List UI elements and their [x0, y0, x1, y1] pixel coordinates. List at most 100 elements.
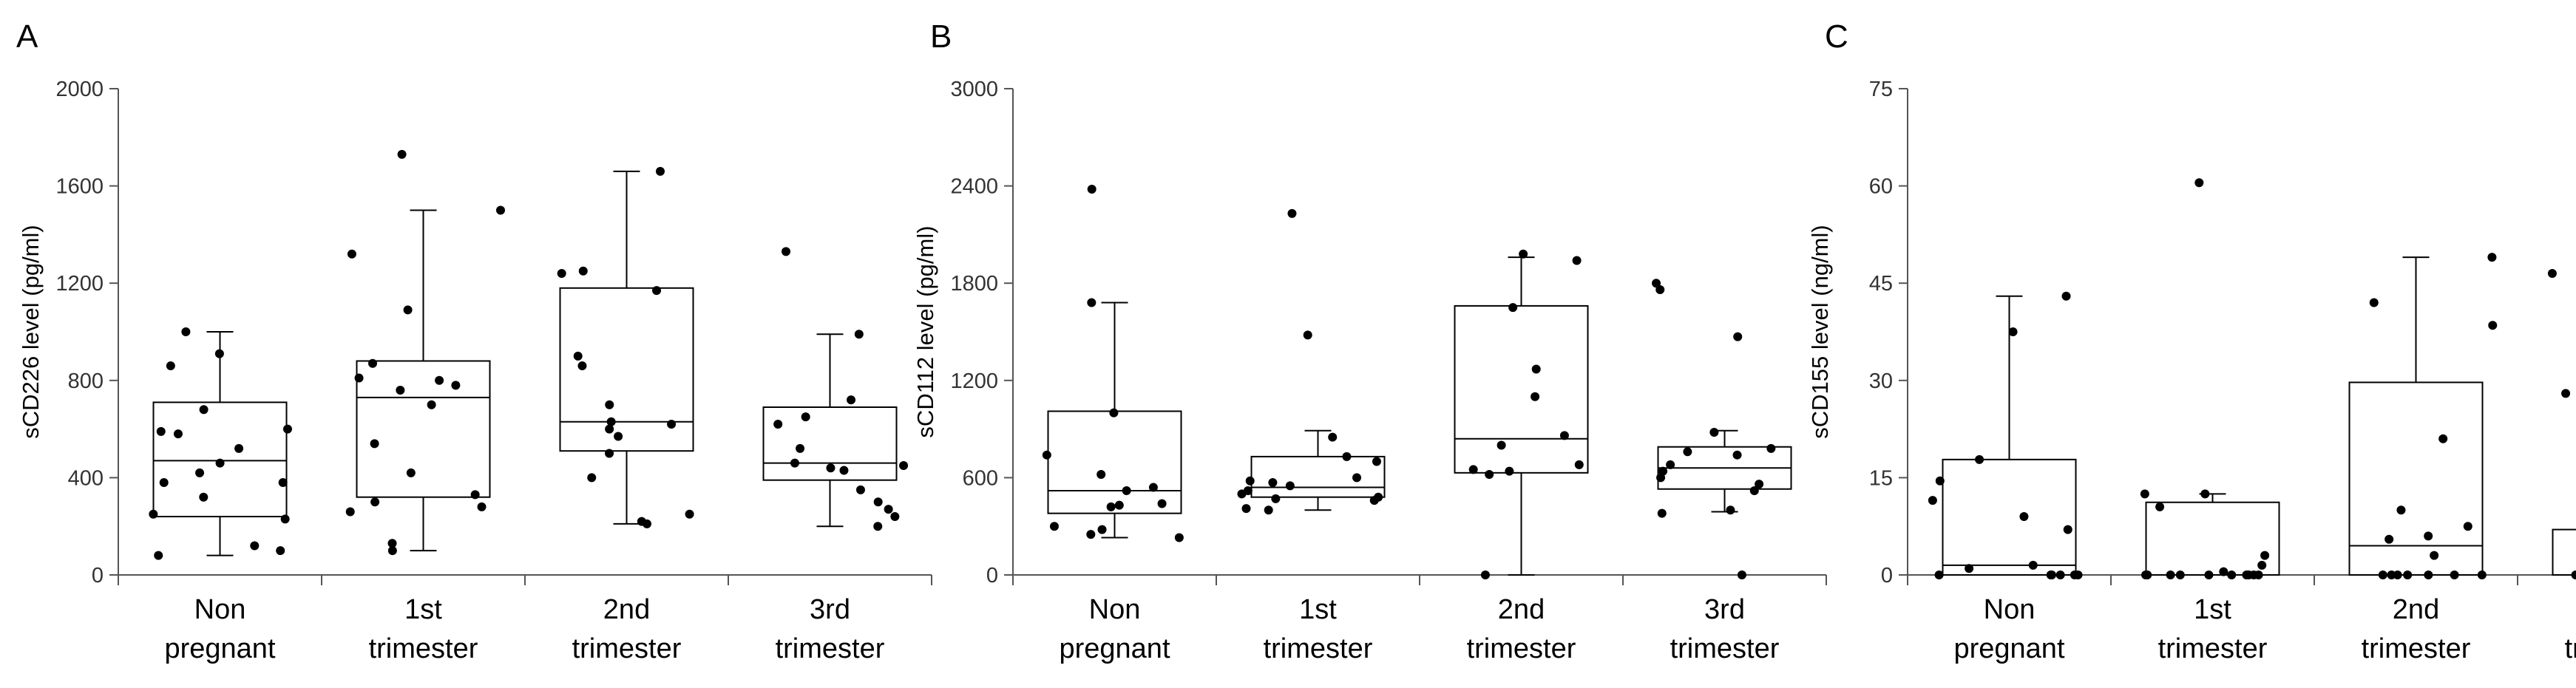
data-point [370, 497, 380, 507]
category-label: pregnant [1059, 633, 1170, 664]
data-point [2387, 571, 2396, 579]
y-axis-title: sCD112 level (pg/ml) [912, 225, 938, 437]
data-point [1109, 408, 1119, 418]
data-point [1928, 496, 1937, 505]
data-point [435, 375, 444, 385]
data-point [2166, 571, 2175, 579]
y-tick-label: 0 [92, 564, 104, 587]
data-point [782, 247, 791, 256]
panel-letter: B [930, 18, 952, 55]
y-tick-label: 1200 [55, 272, 104, 296]
data-point [154, 551, 163, 560]
data-point [2561, 389, 2571, 398]
data-point [2242, 571, 2251, 579]
category-label: trimester [1670, 633, 1780, 664]
data-point [368, 358, 378, 368]
data-point [1157, 499, 1167, 508]
data-point [199, 492, 209, 502]
category-label: 3rd [1704, 594, 1745, 625]
y-tick-label: 0 [986, 564, 998, 587]
data-point [637, 517, 646, 526]
data-point [2430, 551, 2439, 560]
chart-panel-b: B 0 600 1200 1800 2400 3000 sCD112 level (pg/ml… [912, 18, 1827, 664]
data-point [1268, 477, 1278, 487]
data-point [796, 443, 805, 453]
data-point [2019, 512, 2029, 522]
data-point [1049, 522, 1059, 531]
category-label: 2nd [2393, 594, 2439, 625]
data-point [2571, 571, 2576, 579]
data-point [1114, 500, 1124, 510]
data-point [2219, 567, 2228, 576]
data-point [2385, 534, 2394, 544]
data-point [1287, 208, 1297, 218]
data-point [847, 395, 856, 405]
category-label: 1st [1299, 594, 1337, 625]
data-point [280, 514, 290, 524]
data-point [282, 424, 292, 434]
category-label: trimester [2565, 633, 2576, 664]
data-point [2194, 178, 2204, 188]
data-point [195, 468, 205, 477]
data-point [1485, 470, 1494, 480]
data-point [2070, 571, 2079, 579]
data-point [2424, 531, 2433, 541]
data-point [890, 512, 900, 522]
data-point [1497, 440, 1506, 450]
data-point [1574, 460, 1584, 469]
data-point [173, 429, 183, 439]
data-point [1658, 466, 1668, 476]
data-point [685, 509, 694, 519]
data-point [1374, 492, 1383, 502]
data-point [2477, 571, 2487, 579]
box-iqr [356, 360, 491, 498]
data-point [276, 546, 285, 556]
data-point [605, 449, 614, 458]
data-point [166, 361, 175, 371]
y-tick-label: 60 [1869, 175, 1893, 199]
data-point [396, 385, 405, 395]
data-point [839, 466, 849, 475]
data-point [1303, 330, 1312, 340]
data-point [2369, 298, 2379, 307]
data-point [1352, 473, 1362, 483]
data-point [1683, 447, 1692, 457]
data-point [215, 458, 225, 468]
y-tick-label: 800 [68, 369, 104, 393]
data-point [2155, 502, 2165, 511]
data-point [1726, 505, 1735, 515]
data-point [1243, 486, 1253, 495]
category-label: pregnant [1953, 633, 2064, 664]
data-point [2488, 321, 2498, 330]
data-point [1935, 476, 1945, 486]
data-point [1965, 564, 1974, 573]
data-point [2260, 551, 2270, 560]
data-point [655, 166, 665, 176]
data-point [1174, 533, 1184, 542]
data-point [1087, 298, 1097, 307]
data-point [1655, 285, 1665, 294]
category-label: 1st [404, 594, 442, 625]
category-label: pregnant [164, 633, 275, 664]
data-point [1480, 571, 1490, 579]
data-point [2008, 327, 2018, 336]
data-point [470, 490, 480, 500]
data-point [1709, 427, 1719, 437]
data-point [652, 286, 662, 296]
data-point [2438, 434, 2448, 443]
data-point [1372, 457, 1381, 466]
data-point [587, 473, 597, 483]
category-label: Non [1984, 594, 2036, 625]
y-axis-title: sCD226 level (pg/ml) [18, 225, 44, 438]
y-tick-label: 30 [1869, 369, 1893, 393]
data-point [397, 149, 407, 159]
data-point [1328, 432, 1338, 442]
data-point [387, 539, 397, 548]
category-label: 2nd [1498, 594, 1545, 625]
category-label: trimester [2362, 633, 2471, 664]
data-point [2396, 505, 2406, 515]
data-point [1975, 454, 1984, 464]
data-point [1934, 571, 1944, 579]
data-point [403, 305, 413, 315]
